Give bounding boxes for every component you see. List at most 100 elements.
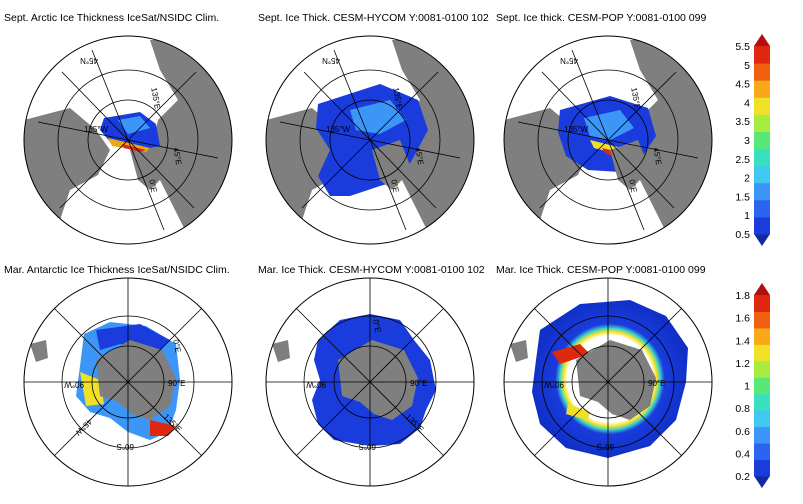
antarctic-hycom-label-0e: 0°E (371, 319, 382, 333)
antarctic-pop-frame (503, 277, 713, 487)
antarctic-pop-label-60s: 60°S (597, 442, 614, 451)
title-arctic-obs: Sept. Arctic Ice Thickness IceSat/NSIDC … (4, 12, 220, 24)
colorbar-top-segment (754, 63, 770, 81)
colorbar-bottom-tick-label: 0.6 (735, 426, 750, 438)
colorbar-top-segment (754, 182, 770, 201)
colorbar-top-tick-label: 5 (744, 60, 750, 72)
colorbar-top-tick-label: 2 (744, 173, 750, 185)
sea-ice-mid (584, 110, 634, 140)
arctic-hycom-frame (265, 35, 475, 245)
colorbar-top-tick-label: 1 (744, 210, 750, 222)
colorbar-bottom-tick-label: 1.6 (735, 313, 750, 325)
sea-ice-max (122, 144, 146, 152)
colorbar-top-segment (754, 131, 770, 150)
colorbar-top-segment (754, 97, 770, 115)
sea-ice-thick (552, 344, 590, 364)
arctic-pop-label-135w: 135°W (564, 125, 589, 134)
arctic-pop-label-45e: 45°E (651, 147, 663, 166)
antarctic-obs-frame (23, 277, 233, 487)
colorbar-top-segment (754, 148, 770, 167)
antarctic-obs-label-90e: 90°E (168, 379, 185, 388)
sea-ice-thick (80, 372, 104, 406)
antarctic-hycom-map (266, 278, 474, 486)
colorbar-bottom-segment (754, 344, 770, 362)
colorbar-top-tick-label: 0.5 (735, 229, 750, 241)
colorbar-top-tick-label: 1.5 (735, 191, 750, 203)
colorbar-top-tick-label: 3 (744, 135, 750, 147)
colorbar-top-upper-arrow (754, 34, 770, 46)
colorbar-bottom-segment (754, 327, 770, 345)
antarctic-pop-map (504, 278, 712, 486)
colorbar-bottom-segment (754, 459, 770, 477)
title-antarctic-obs: Mar. Antarctic Ice Thickness IceSat/NSID… (4, 264, 230, 276)
arctic-pop-label-45n: 45°N (560, 56, 578, 65)
arctic-pop-map (504, 36, 712, 244)
colorbar-bottom: 1.8 1.6 1.4 1.2 1 0.8 0.6 0.4 0.2 (735, 283, 770, 488)
colorbar-top-tick-label: 3.5 (735, 116, 750, 128)
sea-ice-low (96, 324, 170, 350)
colorbar-top-segment (754, 80, 770, 98)
colorbar-bottom-tick-label: 0.8 (735, 403, 750, 415)
land-antarctica (96, 340, 176, 420)
arctic-obs-label-135e: 135°E (149, 87, 162, 110)
arctic-obs-frame (23, 35, 233, 245)
sea-ice-mid (118, 116, 150, 134)
antarctic-hycom-label-60s: 60°S (359, 442, 376, 451)
colorbar-bottom-tick-label: 1 (744, 381, 750, 393)
land-eurasia (630, 40, 712, 240)
sea-ice-max (150, 420, 176, 436)
arctic-hycom-map (266, 36, 474, 244)
arctic-obs-map (24, 36, 232, 244)
colorbar-top-segment (754, 199, 770, 218)
colorbar-bottom-segment (754, 410, 770, 428)
antarctic-obs-label-0e: 0°E (171, 339, 182, 353)
arctic-pop-label-135e: 135°E (629, 87, 642, 110)
title-antarctic-pop: Mar. Ice Thick. CESM-POP Y:0081-0100 099 (496, 264, 706, 276)
arctic-obs-label-45e: 45°E (171, 147, 183, 166)
arctic-hycom-label-135w: 135°W (326, 125, 351, 134)
colorbar-bottom-segment (754, 443, 770, 461)
antarctic-pop-label-90w: 90°W (544, 380, 564, 389)
land-antarctica (576, 340, 656, 420)
colorbar-top-tick-label: 5.5 (735, 41, 750, 53)
land-south-america (510, 340, 528, 362)
colorbar-bottom-segment (754, 377, 770, 395)
colorbar-bottom-segment (754, 393, 770, 411)
arctic-pop-label-0e: 0°E (627, 179, 638, 193)
colorbar-bottom-tick-label: 1.4 (735, 335, 750, 347)
colorbar-top-lower-arrow (754, 234, 770, 246)
arctic-obs-label-0e: 0°E (147, 179, 158, 193)
colorbar-bottom-tick-label: 1.8 (735, 290, 750, 302)
antarctic-obs-map (24, 278, 232, 486)
colorbar-bottom-segment (754, 426, 770, 444)
land-south-america (272, 340, 290, 362)
colorbar-top-tick-label: 4 (744, 97, 750, 109)
antarctic-pop-label-90e: 90°E (648, 379, 665, 388)
arctic-obs-label-45n: 45°N (80, 56, 98, 65)
arctic-hycom-label-45e: 45°E (413, 147, 425, 166)
colorbar-bottom-tick-label: 0.4 (735, 448, 750, 460)
antarctic-obs-label-60s: 60°S (117, 442, 134, 451)
colorbar-bottom-tick-label: 0.2 (735, 471, 750, 483)
title-antarctic-hycom: Mar. Ice Thick. CESM-HYCOM Y:0081-0100 1… (258, 264, 485, 276)
arctic-obs-label-135w: 135°W (84, 125, 109, 134)
land-antarctica (338, 340, 418, 420)
antarctic-obs-label-90w: 90°W (64, 380, 84, 389)
colorbar-top-tick-label: 2.5 (735, 154, 750, 166)
antarctic-hycom-frame (265, 277, 475, 487)
colorbar-top-tick-label: 4.5 (735, 79, 750, 91)
colorbar-bottom-tick-label: 1.2 (735, 358, 750, 370)
arctic-hycom-label-45n: 45°N (322, 56, 340, 65)
colorbar-bottom-lower-arrow (754, 476, 770, 488)
land-eurasia (392, 40, 474, 240)
colorbar-bottom-upper-arrow (754, 283, 770, 295)
antarctic-hycom-label-90w: 90°W (306, 380, 326, 389)
colorbar-top-segment (754, 114, 770, 132)
colorbar-bottom-segment (754, 311, 770, 329)
land-south-america (30, 340, 48, 362)
colorbar-top-segment (754, 46, 770, 64)
colorbar-top-segment (754, 216, 770, 235)
colorbar-bottom-segment (754, 295, 770, 312)
land-north-america (24, 108, 110, 230)
